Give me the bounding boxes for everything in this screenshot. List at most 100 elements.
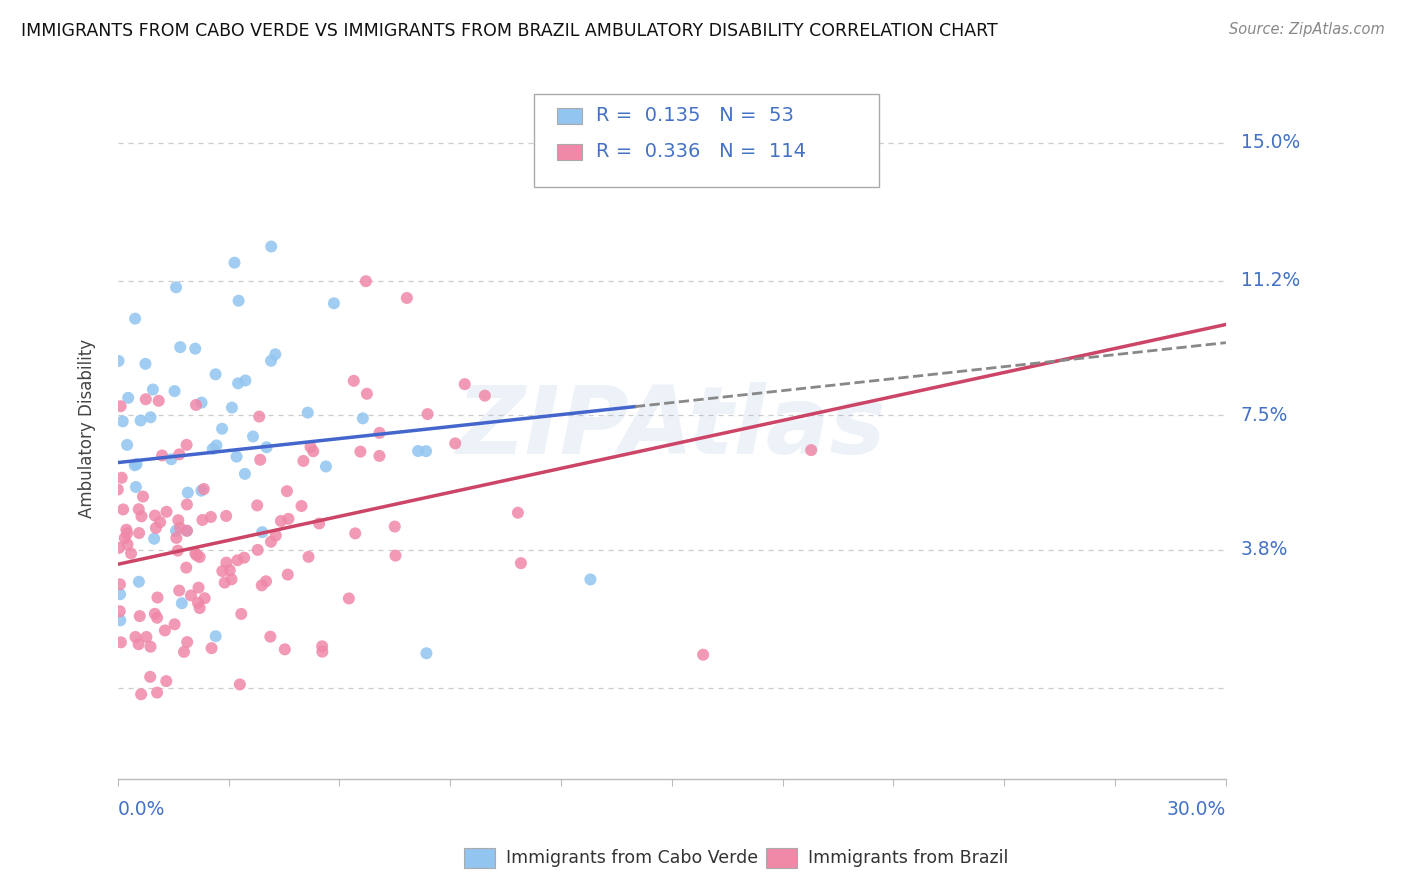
Point (155, 674, 177, 689)
Point (215, 508, 238, 523)
Point (160, 452, 183, 467)
Point (579, 573, 602, 587)
Point (169, 340, 191, 354)
Point (155, 505, 177, 519)
Point (368, 425, 391, 440)
Point (107, 354, 129, 368)
Point (108, 587, 131, 601)
Point (211, 422, 233, 436)
Point (256, 440, 278, 454)
Text: 11.2%: 11.2% (1240, 271, 1301, 291)
Point (214, 575, 236, 590)
Point (112, 502, 135, 516)
Point (246, 542, 269, 557)
Point (264, 528, 287, 542)
Point (415, 444, 437, 458)
Point (150, 449, 173, 463)
Point (117, 391, 139, 405)
Point (692, 648, 714, 662)
Point (215, 556, 238, 570)
Point (242, 429, 264, 443)
Point (115, 526, 138, 541)
Point (444, 436, 467, 450)
Point (225, 450, 247, 464)
Point (129, 413, 152, 427)
Point (356, 386, 378, 401)
Point (128, 526, 150, 541)
Point (368, 449, 391, 463)
Point (344, 526, 367, 541)
Point (315, 459, 337, 474)
Point (143, 607, 166, 621)
Point (454, 377, 477, 392)
Point (184, 398, 207, 412)
Text: R =  0.336   N =  114: R = 0.336 N = 114 (596, 142, 806, 161)
Point (311, 645, 333, 659)
Point (167, 513, 190, 527)
Point (125, 480, 148, 494)
Point (204, 629, 226, 643)
Point (125, 457, 148, 471)
Point (384, 519, 406, 533)
Point (115, 438, 138, 452)
Point (111, 471, 134, 485)
Point (176, 524, 198, 538)
Point (221, 401, 243, 415)
Point (128, 637, 150, 651)
Text: IMMIGRANTS FROM CABO VERDE VS IMMIGRANTS FROM BRAZIL AMBULATORY DISABILITY CORRE: IMMIGRANTS FROM CABO VERDE VS IMMIGRANTS… (21, 22, 998, 40)
Point (110, 399, 132, 413)
Point (139, 670, 162, 684)
Point (187, 581, 209, 595)
Point (184, 547, 207, 561)
Point (110, 635, 132, 649)
Point (800, 443, 823, 458)
Text: Source: ZipAtlas.com: Source: ZipAtlas.com (1229, 22, 1385, 37)
Point (108, 541, 131, 555)
Text: 7.5%: 7.5% (1240, 406, 1288, 425)
Point (176, 498, 198, 512)
Point (180, 589, 202, 603)
Point (474, 389, 496, 403)
Point (135, 392, 157, 407)
Point (176, 524, 198, 538)
Text: 0.0%: 0.0% (118, 800, 165, 820)
Point (246, 499, 269, 513)
Point (190, 483, 212, 498)
Point (124, 311, 146, 326)
Point (108, 577, 131, 591)
Point (228, 293, 250, 308)
Point (211, 564, 233, 578)
Point (170, 596, 193, 610)
Point (146, 591, 169, 605)
Point (173, 645, 195, 659)
Point (124, 458, 146, 473)
Text: 3.8%: 3.8% (1240, 541, 1288, 559)
Point (337, 591, 360, 606)
Point (148, 393, 170, 408)
Point (270, 514, 292, 528)
Point (131, 509, 153, 524)
Point (205, 438, 228, 452)
Point (406, 444, 429, 458)
Point (177, 485, 200, 500)
Point (132, 490, 155, 504)
Point (186, 548, 208, 562)
Point (176, 438, 198, 452)
Point (165, 531, 187, 545)
Point (416, 407, 439, 421)
Point (290, 499, 312, 513)
Point (259, 630, 281, 644)
Point (322, 296, 344, 310)
Text: Immigrants from Cabo Verde: Immigrants from Cabo Verde (506, 849, 758, 867)
Point (276, 484, 298, 499)
Point (187, 596, 209, 610)
Point (188, 550, 211, 565)
Point (229, 677, 252, 691)
Point (252, 525, 274, 540)
Point (120, 546, 142, 560)
Point (299, 440, 322, 454)
Point (124, 630, 146, 644)
Point (169, 521, 191, 535)
Point (139, 410, 162, 425)
Point (274, 642, 297, 657)
